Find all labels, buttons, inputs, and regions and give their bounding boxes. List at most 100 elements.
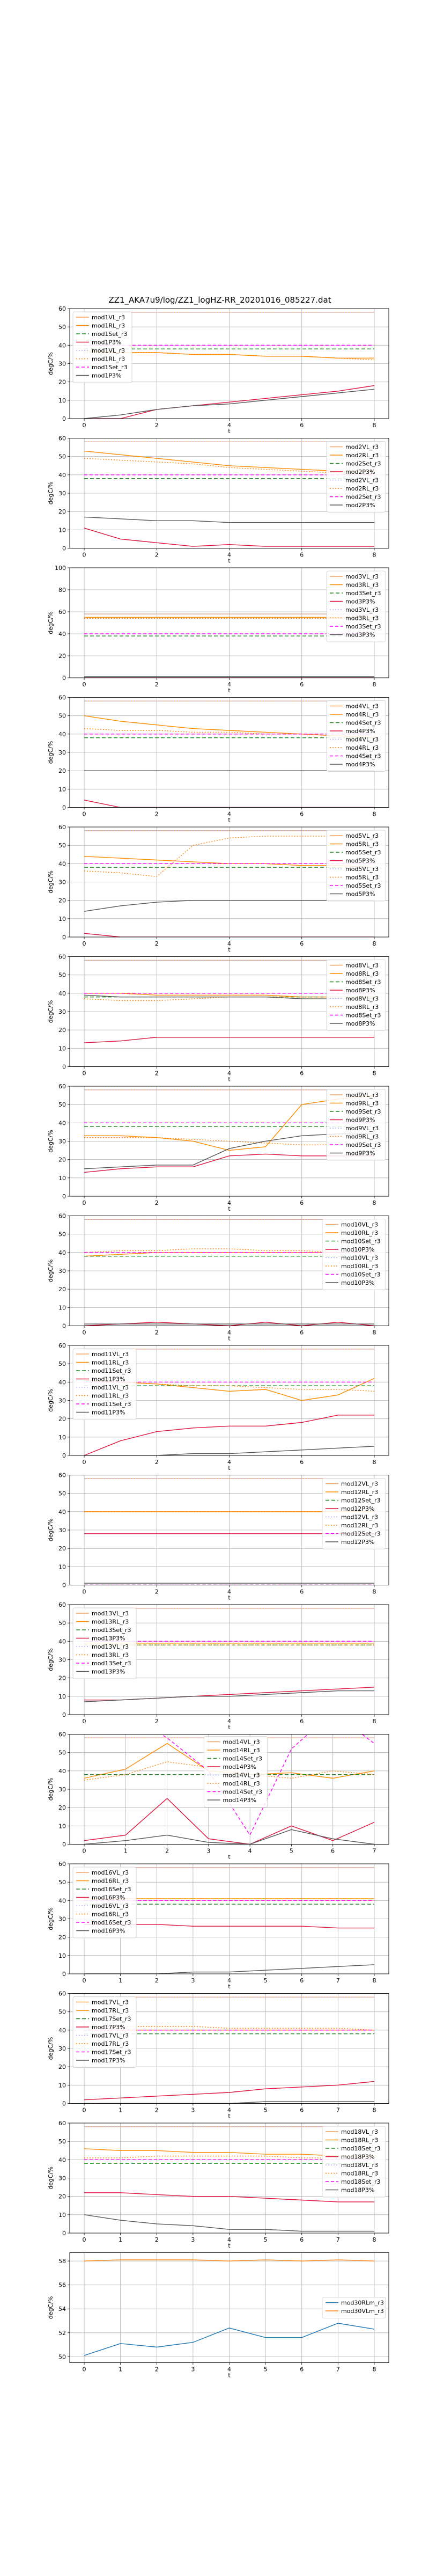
- subplot-1: 0 10 20 30 40 50 60 0 2 4 6 8 t degC/% mod1VL_r3 mod1RL…: [47, 305, 389, 435]
- legend-label: mod4RL_r3: [345, 744, 379, 751]
- legend-label: mod9VL_r3: [345, 1092, 379, 1099]
- x-tick-label: 5: [290, 1848, 293, 1855]
- x-tick-label: 7: [372, 1848, 376, 1855]
- y-tick-label: 20: [58, 897, 66, 904]
- legend-label: mod2RL_r3: [345, 485, 379, 492]
- legend: mod10VL_r3mod10RL_r3mod10Set_r3mod10P3%m…: [322, 1219, 386, 1290]
- y-axis-label: degC/%: [47, 1260, 54, 1283]
- x-tick-label: 7: [336, 1977, 340, 1984]
- series-line-mod8p3-: [84, 1037, 374, 1043]
- x-tick-label: 6: [300, 811, 304, 818]
- x-tick-label: 3: [191, 2236, 195, 2243]
- series-line-mod4rl-r3: [84, 728, 374, 737]
- x-axis-label: t: [228, 1594, 231, 1601]
- x-tick-label: 2: [155, 1718, 159, 1725]
- y-tick-label: 50: [58, 713, 66, 720]
- x-tick-label: 1: [119, 2236, 122, 2243]
- legend-label: mod9Set_r3: [345, 1141, 381, 1148]
- legend-label: mod10VL_r3: [341, 1221, 378, 1228]
- legend-label: mod8Set_r3: [345, 1012, 381, 1019]
- x-tick-label: 0: [83, 1589, 86, 1596]
- y-tick-label: 40: [58, 1768, 66, 1775]
- x-tick-label: 0: [83, 811, 86, 818]
- y-tick-label: 50: [58, 842, 66, 849]
- x-tick-label: 2: [155, 2107, 159, 2114]
- axes-frame: [69, 567, 389, 678]
- y-tick-label: 40: [58, 631, 66, 638]
- x-tick-label: 0: [83, 2107, 86, 2114]
- legend-frame: [326, 570, 386, 642]
- x-axis-label: t: [228, 2372, 231, 2379]
- series-line-mod17p3-: [84, 2081, 375, 2101]
- x-tick-label: 2: [155, 940, 159, 947]
- legend-label: mod17P3%: [92, 2024, 125, 2031]
- legend-label: mod3Set_r3: [345, 623, 381, 630]
- legend-label: mod3VL_r3: [345, 573, 379, 580]
- series-group: [84, 830, 375, 937]
- legend-label: mod11VL_r3: [92, 1351, 129, 1358]
- y-axis-label: degC/%: [47, 2296, 54, 2319]
- y-tick-label: 10: [58, 1304, 66, 1311]
- y-tick-label: 30: [58, 1268, 66, 1275]
- y-tick-label: 60: [58, 1731, 66, 1738]
- legend-label: mod1Set_r3: [92, 331, 128, 338]
- x-tick-label: 6: [300, 2366, 304, 2373]
- y-tick-label: 50: [58, 972, 66, 979]
- y-tick-label: 10: [58, 1952, 66, 1959]
- y-tick-label: 30: [58, 1786, 66, 1793]
- legend-label: mod12Set_r3: [341, 1497, 381, 1504]
- legend-label: mod13RL_r3: [92, 1652, 129, 1659]
- y-tick-label: 20: [58, 1934, 66, 1941]
- legend-label: mod3VL_r3: [345, 606, 379, 613]
- y-tick-label: 50: [58, 1101, 66, 1108]
- x-tick-label: 8: [372, 940, 376, 947]
- x-tick-label: 0: [83, 422, 86, 429]
- legend: mod11VL_r3mod11RL_r3mod11Set_r3mod11P3%m…: [72, 1348, 137, 1420]
- axes-frame: [69, 1086, 389, 1197]
- series-line-mod9rl-r3: [84, 1137, 374, 1146]
- x-tick-label: 4: [227, 1459, 231, 1466]
- legend-label: mod8VL_r3: [345, 962, 379, 969]
- legend-label: mod18Set_r3: [341, 2178, 381, 2185]
- legend-label: mod18VL_r3: [341, 2128, 378, 2135]
- x-tick-label: 8: [372, 422, 376, 429]
- legend-label: mod16VL_r3: [92, 1869, 129, 1876]
- legend-label: mod11P3%: [92, 1409, 125, 1416]
- y-tick-label: 60: [58, 1083, 66, 1090]
- legend: mod1VL_r3mod1RL_r3mod1Set_r3mod1P3%mod1V…: [72, 311, 132, 383]
- legend-label: mod11VL_r3: [92, 1384, 129, 1391]
- legend-frame: [326, 960, 386, 1031]
- y-tick-label: 20: [58, 2063, 66, 2070]
- legend-label: mod14Set_r3: [223, 1755, 263, 1762]
- axes-frame: [69, 1863, 389, 1974]
- x-tick-label: 2: [155, 1329, 159, 1336]
- legend-frame: [72, 1348, 137, 1420]
- y-tick-label: 30: [58, 749, 66, 756]
- y-tick-label: 60: [58, 435, 66, 442]
- x-axis-label: t: [228, 558, 231, 565]
- legend-label: mod5RL_r3: [345, 841, 379, 848]
- x-tick-label: 6: [300, 1589, 304, 1596]
- y-tick-label: 10: [58, 1693, 66, 1700]
- y-tick-label: 30: [58, 490, 66, 497]
- legend-label: mod9VL_r3: [345, 1125, 379, 1132]
- x-tick-label: 2: [155, 1070, 159, 1077]
- legend-frame: [72, 1607, 137, 1679]
- legend-label: mod1VL_r3: [92, 314, 125, 321]
- y-tick-label: 0: [62, 1841, 66, 1848]
- axes-frame: [69, 2123, 389, 2234]
- x-tick-label: 6: [300, 681, 304, 688]
- legend: mod17VL_r3mod17RL_r3mod17Set_r3mod17P3%m…: [72, 1996, 137, 2068]
- legend-label: mod16RL_r3: [92, 1911, 129, 1918]
- series-line-mod2rl-r3: [84, 450, 374, 472]
- x-tick-label: 6: [300, 1459, 304, 1466]
- x-tick-label: 5: [264, 1977, 268, 1984]
- x-tick-label: 4: [227, 1718, 231, 1725]
- x-tick-label: 4: [227, 681, 231, 688]
- legend-label: mod1RL_r3: [92, 356, 125, 363]
